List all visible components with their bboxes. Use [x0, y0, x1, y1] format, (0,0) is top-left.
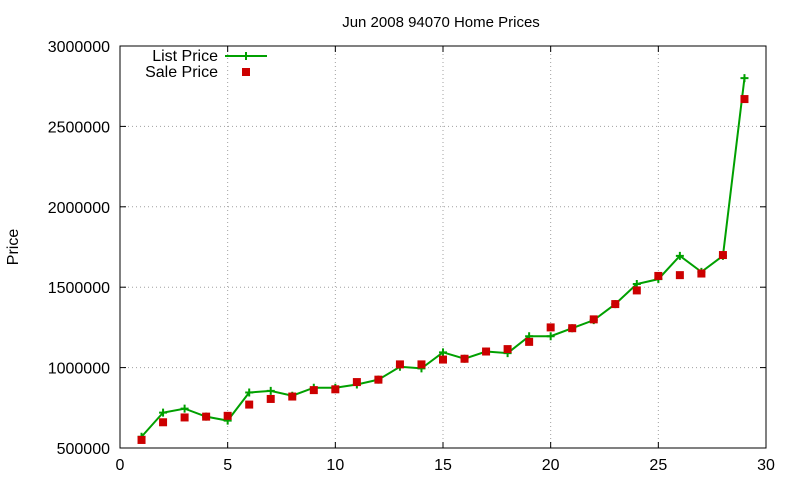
sale-price-point [568, 324, 577, 333]
x-tick-label: 30 [757, 457, 775, 474]
sale-price-point [740, 95, 749, 104]
x-tick-label: 10 [326, 457, 344, 474]
sale-price-point [202, 412, 211, 421]
list-price-point [159, 408, 168, 417]
legend-swatch-plus [242, 52, 250, 60]
y-axis-label: Price [5, 229, 22, 266]
sale-price-point [525, 337, 534, 346]
y-tick-label: 2000000 [48, 200, 110, 217]
y-tick-label: 2500000 [48, 119, 110, 136]
sale-price-point [697, 269, 706, 278]
sale-price-point [654, 271, 663, 280]
sale-price-point [309, 386, 318, 395]
x-tick-label: 25 [649, 457, 667, 474]
sale-price-point [589, 315, 598, 324]
sale-price-point [482, 347, 491, 356]
y-tick-label: 1500000 [48, 280, 110, 297]
sale-price-point [632, 286, 641, 295]
sale-price-point [266, 394, 275, 403]
axes [119, 45, 767, 449]
sale-price-point [331, 385, 340, 394]
sale-price-point [288, 392, 297, 401]
series-group [137, 74, 749, 444]
legend-label: Sale Price [145, 64, 218, 81]
series-list-price [137, 74, 749, 441]
tick-labels: 0 5 10 15 20 25 30 500000 1000000 1500000 2000000 2… [48, 39, 775, 474]
sale-price-point [439, 355, 447, 364]
grid-lines [120, 46, 766, 448]
sale-price-point [417, 360, 426, 369]
sale-price-point [611, 300, 620, 309]
sale-price-point [675, 271, 684, 280]
x-tick-label: 20 [542, 457, 560, 474]
chart-title: Jun 2008 94070 Home Prices [342, 14, 540, 31]
list-price-point [675, 251, 684, 260]
sale-price-point [503, 345, 512, 354]
list-price-point [266, 386, 275, 395]
series-sale-price [137, 95, 749, 444]
list-price-point [245, 388, 254, 397]
legend-label: List Price [152, 48, 218, 65]
sale-price-point [718, 251, 727, 260]
list-price-point [180, 404, 189, 413]
sale-price-point [245, 400, 254, 409]
sale-price-point [395, 360, 404, 369]
y-tick-label: 1000000 [48, 361, 110, 378]
list-price-point [439, 348, 447, 357]
legend-swatch-square [242, 68, 250, 76]
y-tick-label: 3000000 [48, 39, 110, 56]
sale-price-point [374, 375, 383, 384]
sale-price-point [137, 435, 146, 444]
x-tick-label: 0 [116, 457, 125, 474]
x-tick-label: 5 [223, 457, 232, 474]
sale-price-point [352, 378, 361, 387]
x-tick-label: 15 [434, 457, 452, 474]
sale-price-point [159, 418, 168, 427]
sale-price-point [460, 354, 469, 363]
list-price-point [740, 74, 749, 83]
list-price-point [546, 332, 555, 341]
sale-price-point [223, 411, 232, 420]
y-tick-label: 500000 [57, 441, 110, 458]
sale-price-point [546, 323, 555, 332]
sale-price-point [180, 413, 189, 422]
